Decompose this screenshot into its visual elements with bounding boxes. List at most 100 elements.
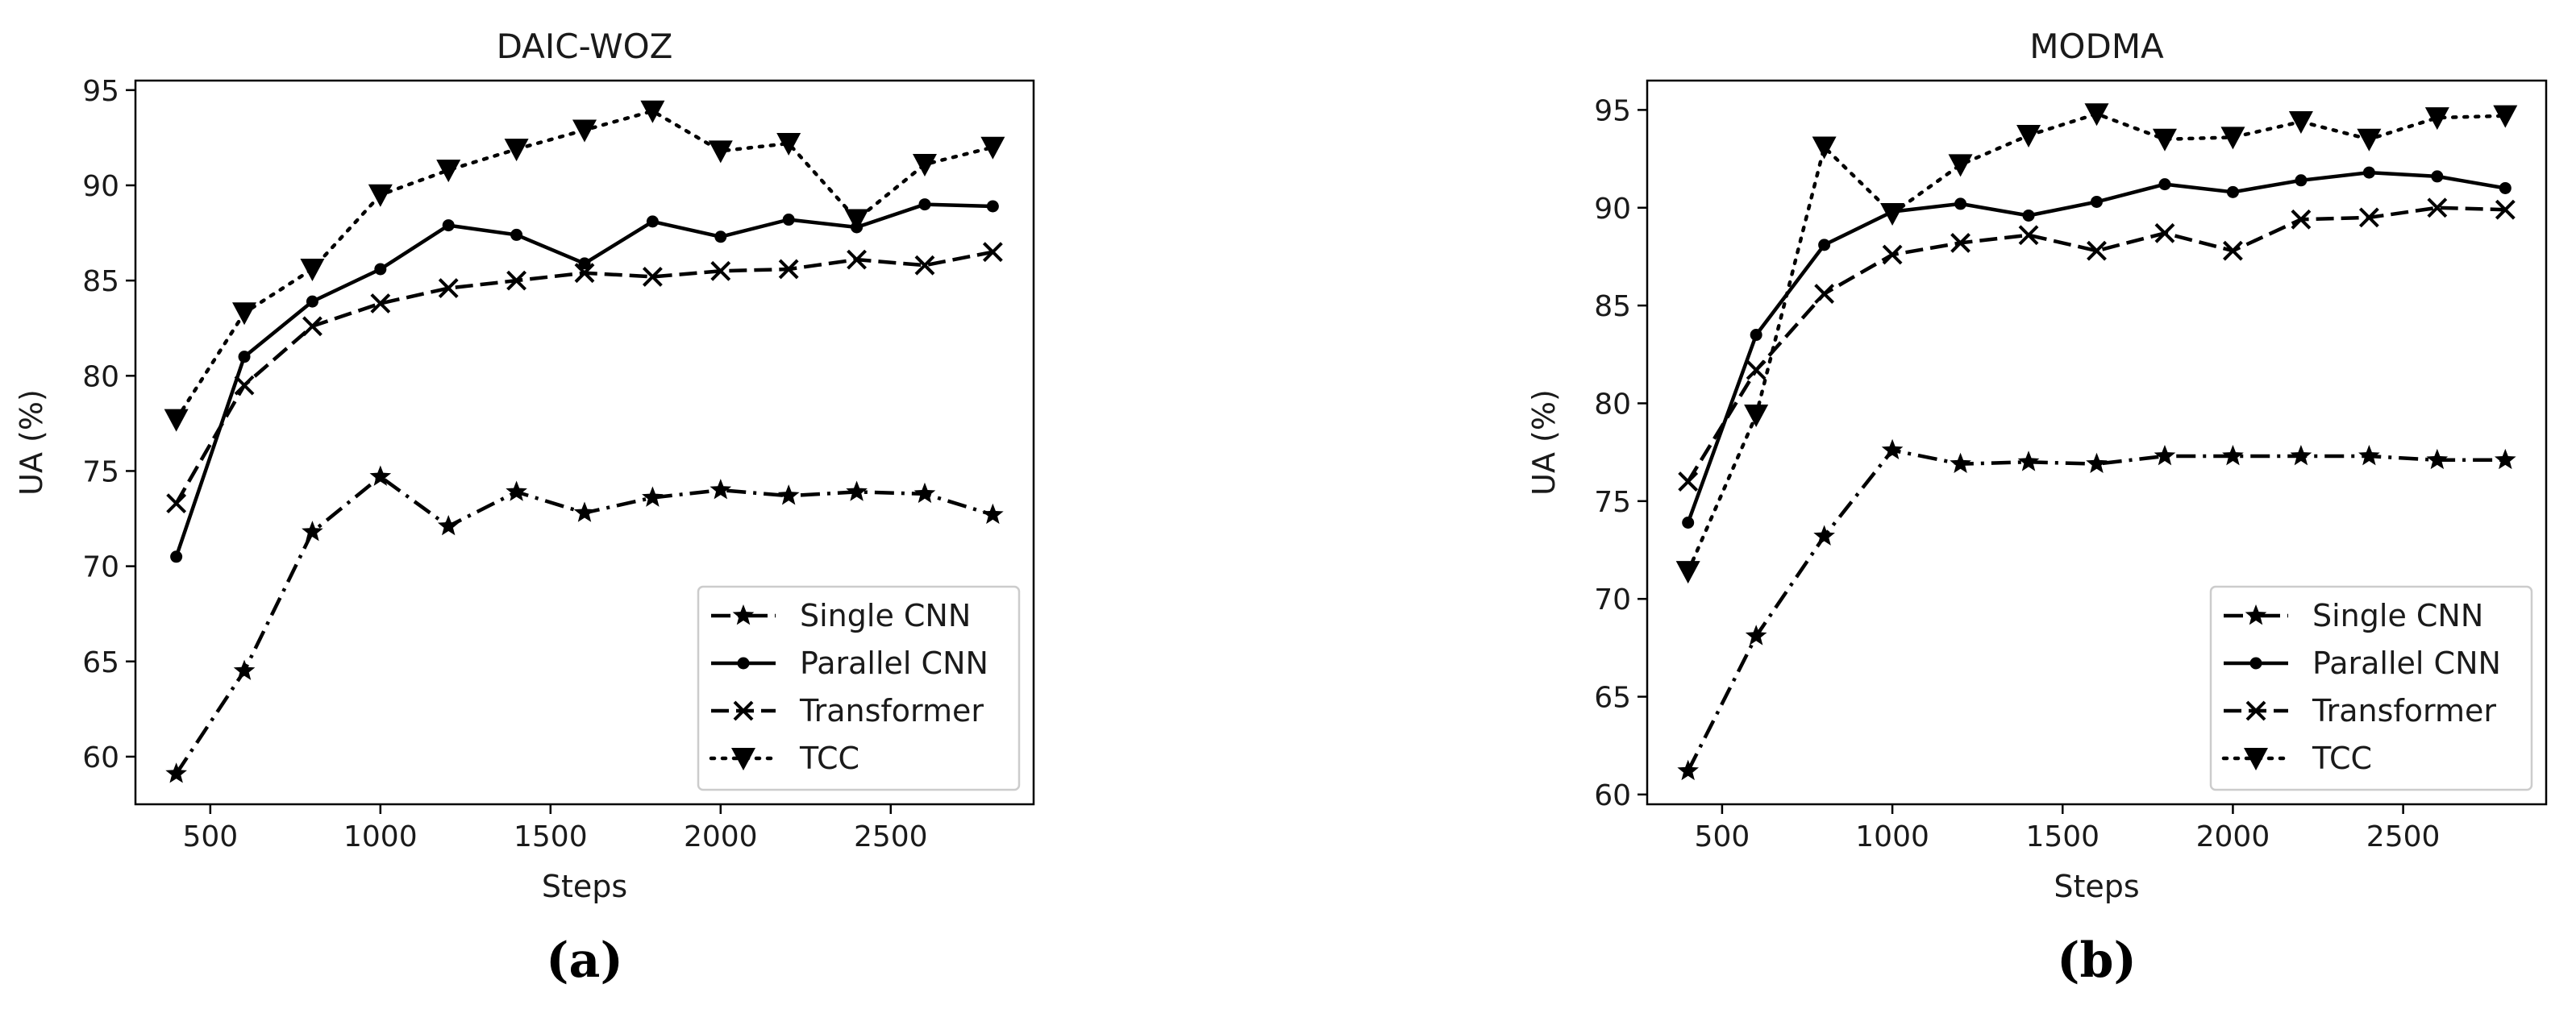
- y-tick-label: 65: [82, 646, 119, 679]
- data-point: [642, 486, 664, 507]
- axes-frame: [134, 79, 1035, 806]
- data-point: [980, 136, 1005, 160]
- data-point: [710, 260, 731, 281]
- data-point: [572, 119, 597, 143]
- legend-marker: [2245, 700, 2266, 721]
- legend-label: Transformer: [799, 693, 984, 729]
- legend-label: TCC: [2312, 741, 2372, 776]
- x-tick-label: 2000: [2196, 820, 2270, 853]
- legend-label: Transformer: [2312, 693, 2496, 729]
- x-tick-label: 1000: [1855, 820, 1929, 853]
- y-tick-label: 80: [82, 360, 119, 393]
- data-point: [646, 215, 659, 228]
- data-point: [2495, 448, 2516, 470]
- x-axis-label: Steps: [2054, 869, 2139, 904]
- x-tick-label: 2500: [2366, 820, 2441, 853]
- data-point: [2291, 209, 2312, 230]
- x-tick-label: 1500: [2025, 820, 2100, 853]
- legend-marker: [733, 700, 754, 721]
- data-point: [778, 259, 799, 280]
- data-point: [1881, 438, 1904, 460]
- data-point: [2152, 128, 2177, 152]
- panel-label: (a): [546, 932, 623, 989]
- data-point: [1675, 561, 1700, 584]
- data-point: [504, 139, 529, 162]
- y-tick-label: 85: [1594, 290, 1631, 323]
- data-point: [368, 184, 393, 207]
- series-transformer: [1678, 197, 2516, 492]
- legend-marker: [732, 604, 755, 625]
- data-point: [1818, 239, 1831, 251]
- data-point: [438, 278, 459, 298]
- data-point: [2086, 452, 2108, 474]
- y-axis-label: UA (%): [1526, 389, 1562, 496]
- data-point: [710, 479, 732, 500]
- legend-marker: [737, 657, 750, 670]
- chart-panel-daic-woz: DAIC-WOZ 500 1000 1500 2000 2500 60 65 70 75 80 85 9…: [14, 27, 1035, 989]
- data-point: [2154, 444, 2176, 466]
- data-point: [1954, 197, 1967, 210]
- data-point: [982, 242, 1003, 263]
- data-point: [2362, 166, 2375, 179]
- y-tick-label: 75: [1594, 486, 1631, 519]
- series-line: [1686, 112, 2507, 574]
- legend-label: Parallel CNN: [800, 646, 988, 681]
- data-point: [844, 209, 869, 232]
- series-line: [174, 250, 993, 504]
- series-parallel-cnn: [1682, 166, 2511, 529]
- data-point: [2427, 197, 2448, 218]
- y-tick-label: 60: [82, 741, 119, 774]
- data-point: [374, 263, 387, 276]
- data-point: [2499, 181, 2511, 194]
- y-tick-label: 70: [1594, 583, 1631, 617]
- x-tick-label: 500: [182, 820, 238, 853]
- y-axis-label: UA (%): [14, 389, 49, 496]
- legend-label: Single CNN: [2312, 598, 2483, 633]
- data-point: [2426, 448, 2449, 470]
- y-tick-label: 90: [82, 170, 119, 203]
- data-point: [2022, 209, 2035, 222]
- data-point: [233, 659, 256, 680]
- legend-marker: [2249, 657, 2262, 670]
- series-line: [1686, 170, 2506, 524]
- data-point: [1750, 329, 1762, 342]
- series-tcc: [164, 100, 1005, 432]
- data-point: [1813, 525, 1835, 546]
- x-tick-label: 1500: [514, 820, 588, 853]
- data-point: [914, 255, 935, 276]
- data-point: [2493, 105, 2518, 128]
- data-point: [2018, 225, 2039, 246]
- legend-marker: [2244, 748, 2268, 770]
- data-point: [232, 302, 257, 326]
- data-point: [1882, 244, 1903, 265]
- data-point: [1812, 136, 1837, 160]
- data-point: [506, 270, 527, 291]
- legend-marker: [2245, 604, 2267, 625]
- series-single-cnn: [165, 465, 1004, 783]
- y-tick-label: 70: [82, 551, 119, 584]
- data-point: [166, 493, 187, 514]
- data-point: [2158, 178, 2171, 191]
- data-point: [2226, 185, 2239, 198]
- data-point: [1677, 759, 1699, 781]
- data-point: [369, 465, 392, 486]
- y-tick-label: 85: [82, 265, 119, 298]
- series-single-cnn: [1677, 438, 2516, 781]
- data-point: [573, 501, 596, 522]
- data-point: [1678, 471, 1699, 492]
- data-point: [1682, 517, 1695, 529]
- data-point: [506, 480, 527, 501]
- data-point: [2495, 199, 2516, 220]
- x-tick-label: 500: [1695, 820, 1750, 853]
- data-point: [164, 409, 189, 432]
- x-tick-label: 1000: [343, 820, 418, 853]
- chart-title: DAIC-WOZ: [497, 27, 673, 66]
- legend-label: Parallel CNN: [2312, 646, 2501, 681]
- x-axis-label: Steps: [542, 869, 627, 904]
- data-point: [918, 198, 931, 211]
- data-point: [2223, 240, 2243, 261]
- x-tick-label: 2000: [684, 820, 758, 853]
- data-point: [1745, 625, 1767, 646]
- data-point: [1744, 405, 1769, 428]
- y-tick-label: 80: [1594, 388, 1631, 421]
